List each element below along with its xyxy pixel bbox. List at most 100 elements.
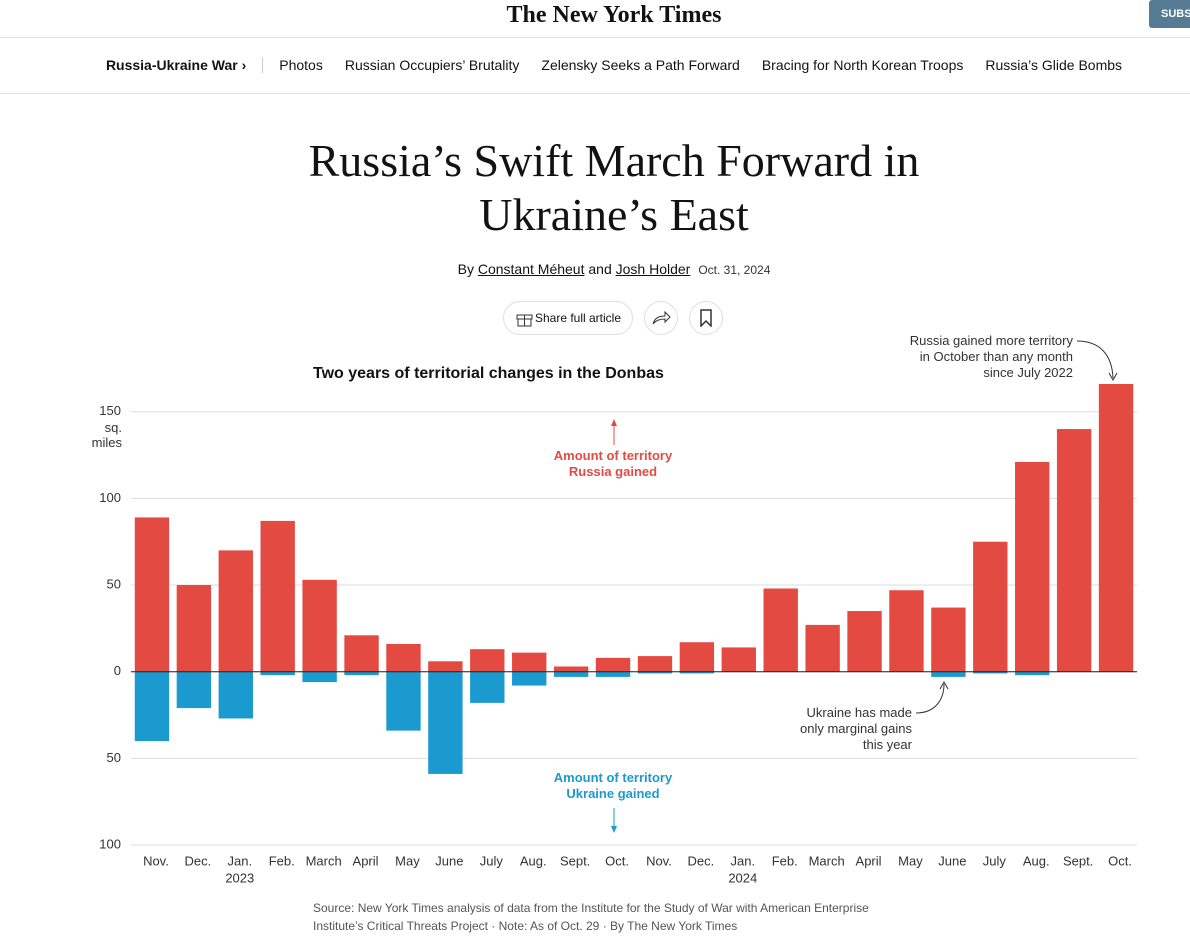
x-tick-label: Aug. xyxy=(520,853,547,868)
credit: By The New York Times xyxy=(610,919,738,933)
annotation-arrow xyxy=(1108,372,1118,382)
forward-icon xyxy=(652,310,671,325)
bar xyxy=(428,671,463,774)
x-tick-label: June xyxy=(435,853,463,868)
x-tick-label: Jan. xyxy=(731,853,756,868)
and: and xyxy=(588,261,612,277)
direction-arrow xyxy=(611,419,617,426)
bar xyxy=(428,661,463,672)
bar xyxy=(1015,461,1050,672)
bar xyxy=(847,611,882,672)
forward-button[interactable] xyxy=(644,301,678,335)
bar xyxy=(260,520,295,672)
bar xyxy=(931,671,966,677)
bar xyxy=(134,517,170,672)
x-tick-label: May xyxy=(898,853,923,868)
x-tick-label: Aug. xyxy=(1023,853,1050,868)
y-tick-label: 0 xyxy=(114,663,121,678)
bar xyxy=(763,588,798,672)
bar xyxy=(344,635,379,672)
bar xyxy=(470,671,505,703)
by: By xyxy=(457,261,474,277)
logo[interactable]: The New York Times xyxy=(506,2,722,28)
byline: By Constant Méheut and Josh Holder Oct. 3… xyxy=(0,261,1190,277)
annotation: Ukraine has made only marginal gains thi… xyxy=(799,705,912,752)
author[interactable]: Constant Méheut xyxy=(477,261,585,277)
bar xyxy=(134,671,170,742)
bar xyxy=(637,671,673,674)
x-tick-label: Oct. xyxy=(1108,853,1132,868)
subscribe-button[interactable]: SUBS xyxy=(1149,0,1190,28)
annotation-arrow xyxy=(915,683,945,714)
bar xyxy=(302,579,337,672)
save-button[interactable] xyxy=(689,301,723,335)
x-tick-label: June xyxy=(938,853,966,868)
nav-link[interactable]: Russia’s Glide Bombs xyxy=(985,57,1123,73)
bookmark-icon xyxy=(700,309,712,327)
bar xyxy=(931,607,966,672)
x-year-label: 2024 xyxy=(728,870,757,885)
author[interactable]: Josh Holder xyxy=(615,261,691,277)
x-tick-label: Nov. xyxy=(646,853,672,868)
bar xyxy=(218,550,253,672)
source: Source: New York Times analysis of data … xyxy=(313,901,869,933)
bar xyxy=(805,624,840,672)
annotation-arrow xyxy=(939,680,949,690)
x-tick-label: Dec. xyxy=(688,853,715,868)
bar xyxy=(553,666,589,672)
x-tick-label: Jan. xyxy=(228,853,253,868)
chart-title: Two years of territorial changes in the … xyxy=(313,365,664,382)
bar xyxy=(973,671,1008,674)
bar xyxy=(595,657,631,672)
headline: Russia’s Swift March Forward in Ukraine’… xyxy=(308,135,920,240)
bar xyxy=(1056,429,1092,672)
x-tick-label: Feb. xyxy=(772,853,798,868)
x-tick-label: July xyxy=(480,853,504,868)
nav-link[interactable]: Bracing for North Korean Troops xyxy=(761,57,964,73)
bar xyxy=(302,671,337,683)
bar xyxy=(889,590,924,672)
bar xyxy=(973,541,1008,672)
bar xyxy=(512,671,547,686)
bar xyxy=(1015,671,1050,676)
bar xyxy=(470,649,505,672)
bar xyxy=(344,671,379,676)
series-label: Amount of territory Russia gained xyxy=(553,448,673,479)
bar xyxy=(721,647,756,672)
bar xyxy=(260,671,295,676)
x-tick-label: May xyxy=(395,853,420,868)
annotation-arrow xyxy=(1076,340,1114,379)
y-tick-label: 150 xyxy=(99,403,121,418)
section-link[interactable]: Russia-Ukraine War › xyxy=(106,57,264,73)
x-year-label: 2023 xyxy=(225,870,254,885)
bar xyxy=(512,652,547,672)
nav: Russia-Ukraine War › Photos Russian Occu… xyxy=(0,57,1190,73)
x-tick-label: July xyxy=(983,853,1007,868)
bar xyxy=(679,671,715,674)
share-button[interactable]: Share full article xyxy=(503,301,633,335)
annotation: Russia gained more territory in October … xyxy=(909,333,1073,380)
nav-link[interactable]: Photos xyxy=(279,57,323,73)
y-tick-label: 100 xyxy=(99,490,121,505)
x-tick-label: Sept. xyxy=(560,853,590,868)
y-tick-label: 50 xyxy=(107,750,121,765)
x-tick-label: Sept. xyxy=(1063,853,1093,868)
bar xyxy=(595,671,631,677)
bar xyxy=(386,643,421,672)
bar xyxy=(553,671,589,677)
source-text: Source: New York Times analysis of data … xyxy=(313,901,869,933)
x-tick-label: March xyxy=(809,853,845,868)
bar xyxy=(1098,384,1134,672)
x-tick-label: Dec. xyxy=(185,853,212,868)
series-label: Amount of territory Ukraine gained xyxy=(553,770,673,801)
date: Oct. 31, 2024 xyxy=(698,263,771,277)
y-tick-label: 50 xyxy=(107,576,121,591)
bar xyxy=(176,585,212,672)
nav-link[interactable]: Zelensky Seeks a Path Forward xyxy=(541,57,740,73)
divider xyxy=(0,37,1190,38)
nav-link[interactable]: Russian Occupiers’ Brutality xyxy=(344,57,520,73)
bar xyxy=(679,642,715,672)
gift-icon xyxy=(516,314,533,327)
